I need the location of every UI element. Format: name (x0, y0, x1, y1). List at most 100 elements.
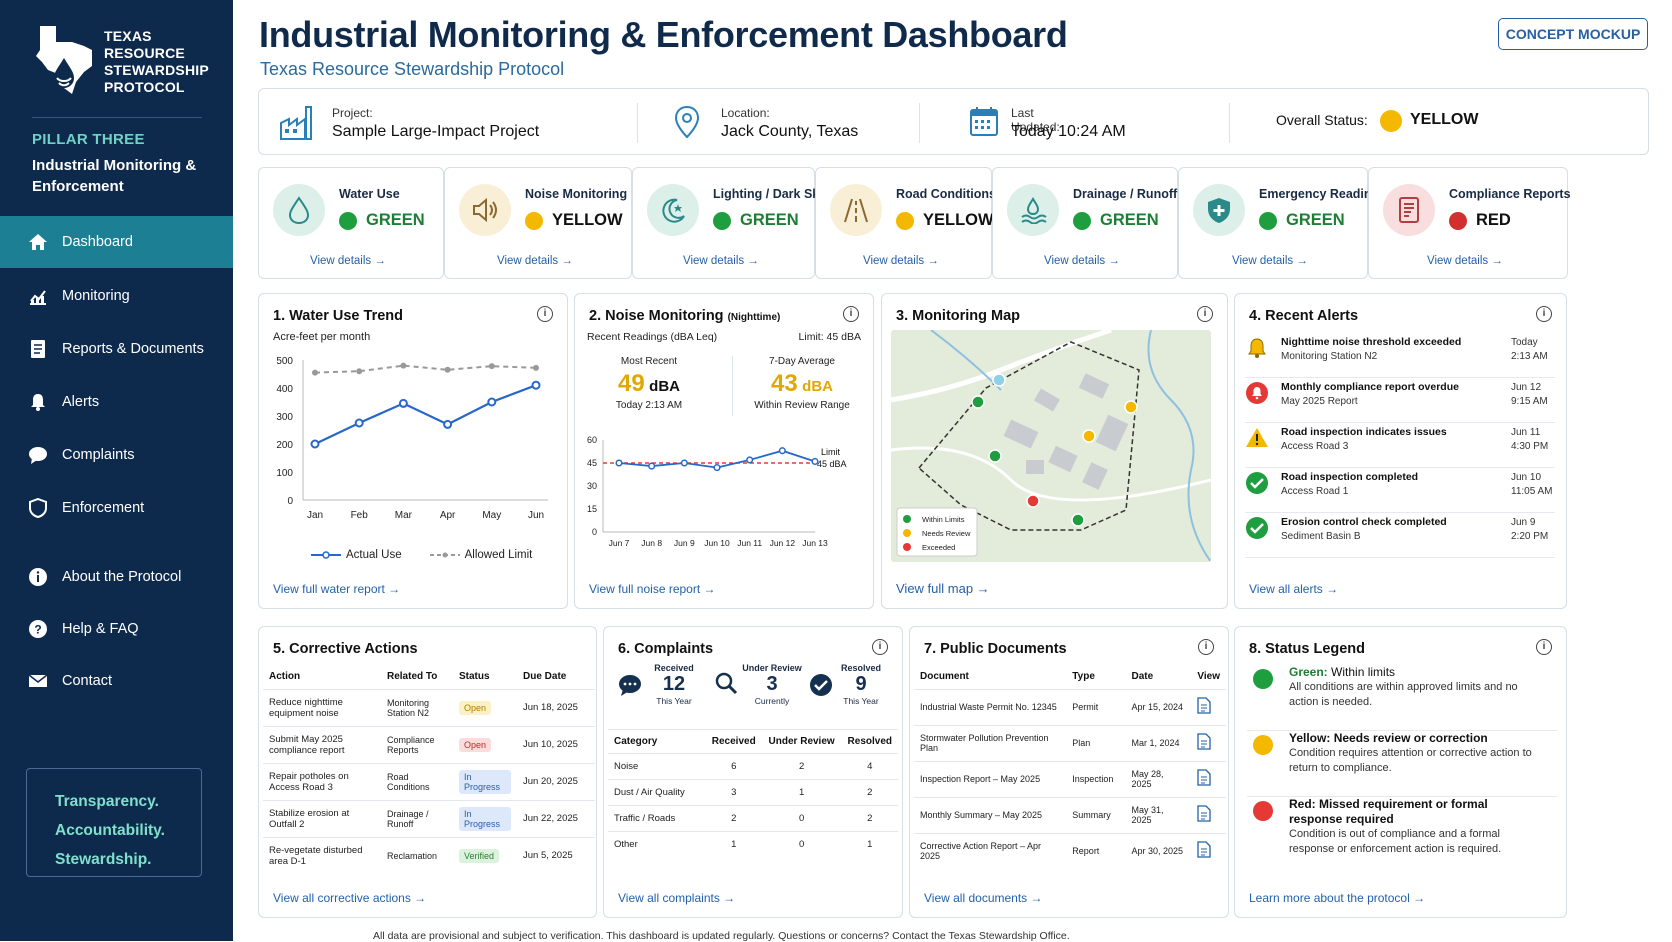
nav-alerts[interactable]: Alerts (0, 376, 233, 428)
noise-point[interactable] (615, 459, 623, 467)
status-card-compliance-reports[interactable]: Compliance Reports RED View details → (1368, 167, 1571, 279)
document-view-icon[interactable] (1197, 805, 1212, 822)
table-row[interactable]: Stabilize erosion at Outfall 2 Drainage /… (263, 799, 595, 837)
status-card-water-use[interactable]: Water Use GREEN View details → (258, 167, 444, 279)
table-row[interactable]: Inspection Report – May 2025 Inspection Ma… (914, 760, 1226, 797)
y-tick-label: 30 (587, 481, 597, 491)
status-card-noise-monitoring[interactable]: Noise Monitoring YELLOW View details → (444, 167, 632, 279)
actual-point[interactable] (398, 398, 408, 408)
noise-point[interactable] (680, 459, 688, 467)
view-document-cell[interactable] (1191, 724, 1226, 761)
legend-dot (1253, 669, 1273, 689)
view-details-link[interactable]: View details → (1232, 255, 1308, 267)
view-details-link[interactable]: View details → (863, 255, 939, 267)
nav-complaints[interactable]: Complaints (0, 429, 233, 481)
info-icon[interactable]: i (1536, 306, 1552, 322)
view-details-link[interactable]: View details → (1427, 255, 1503, 267)
x-tick-label: Jun 12 (770, 538, 796, 548)
view-noise-report-link[interactable]: View full noise report → (589, 582, 716, 596)
speaker-icon (473, 197, 497, 223)
info-icon[interactable]: i (537, 306, 553, 322)
table-row[interactable]: Monthly Summary – May 2025 Summary May 31,… (914, 796, 1226, 833)
learn-more-link[interactable]: Learn more about the protocol → (1249, 891, 1426, 905)
table-row[interactable]: Industrial Waste Permit No. 12345 Permit A… (914, 688, 1226, 725)
view-document-cell[interactable] (1191, 760, 1226, 797)
y-tick-label: 0 (592, 527, 597, 537)
alert-item[interactable]: Nighttime noise threshold exceeded Monito… (1245, 332, 1555, 378)
info-icon[interactable]: i (1536, 639, 1552, 655)
actual-point[interactable] (531, 380, 541, 390)
info-icon[interactable]: i (1197, 306, 1213, 322)
nav-dashboard[interactable]: Dashboard (0, 216, 233, 268)
view-all-alerts-link[interactable]: View all alerts → (1249, 582, 1339, 596)
view-water-report-link[interactable]: View full water report → (273, 582, 401, 596)
status-card-emergency-readiness[interactable]: Emergency Readiness GREEN View details → (1178, 167, 1392, 279)
tagline-box: Transparency. Accountability. Stewardship. (26, 768, 202, 877)
table-row[interactable]: Corrective Action Report – Apr 2025 Repor… (914, 832, 1226, 869)
info-icon[interactable]: i (843, 306, 859, 322)
info-icon[interactable]: i (872, 639, 888, 655)
actual-point[interactable] (354, 418, 364, 428)
chat-icon (619, 675, 641, 696)
view-all-actions-link[interactable]: View all corrective actions → (273, 891, 427, 905)
table-row[interactable]: Re-vegetate disturbed area D-1 Reclamatio… (263, 836, 595, 874)
nav-reports[interactable]: Reports & Documents (0, 323, 233, 375)
view-full-map-link[interactable]: View full map → (896, 581, 990, 596)
document-view-icon[interactable] (1197, 769, 1212, 786)
actual-point[interactable] (443, 419, 453, 429)
alert-item[interactable]: Erosion control check completed Sediment … (1245, 512, 1555, 558)
check-circle-icon (810, 674, 832, 696)
document-view-icon[interactable] (1197, 841, 1212, 858)
view-all-documents-link[interactable]: View all documents → (924, 891, 1043, 905)
nav-monitoring[interactable]: Monitoring (0, 270, 233, 322)
alert-item[interactable]: Monthly compliance report overdue May 202… (1245, 377, 1555, 423)
alert-item[interactable]: Road inspection completed Access Road 1 Ju… (1245, 467, 1555, 513)
nav-about[interactable]: About the Protocol (0, 551, 233, 603)
view-document-cell[interactable] (1191, 688, 1226, 725)
sidebar: TEXAS RESOURCE STEWARDSHIP PROTOCOL PILLAR … (0, 0, 233, 941)
card-title: Compliance Reports (1449, 187, 1571, 201)
nav-label: Enforcement (62, 500, 145, 516)
view-details-link[interactable]: View details → (310, 255, 386, 267)
status-card-lighting-dark-sky[interactable]: Lighting / Dark Sky GREEN View details → (632, 167, 826, 279)
alert-item[interactable]: Road inspection indicates issues Access R… (1245, 422, 1555, 468)
noise-point[interactable] (811, 457, 819, 466)
y-tick-label: 200 (276, 440, 293, 451)
nav-help[interactable]: ? Help & FAQ (0, 603, 233, 655)
actual-point[interactable] (310, 439, 320, 449)
monitoring-map[interactable] (891, 330, 1211, 562)
status-card-road-conditions[interactable]: Road Conditions YELLOW View details → (815, 167, 996, 279)
nav-label: Contact (62, 673, 112, 689)
noise-point[interactable] (713, 464, 721, 472)
y-tick-label: 500 (276, 356, 293, 367)
actual-point[interactable] (487, 397, 497, 407)
view-details-link[interactable]: View details → (683, 255, 759, 267)
status-card-drainage-runoff[interactable]: Drainage / Runoff GREEN View details → (992, 167, 1178, 279)
view-document-cell[interactable] (1191, 796, 1226, 833)
nav-contact[interactable]: Contact (0, 655, 233, 707)
document-view-icon[interactable] (1197, 733, 1212, 750)
view-all-complaints-link[interactable]: View all complaints → (618, 891, 736, 905)
status-legend-panel: 8. Status Legend i Green: Within limits A… (1234, 626, 1567, 918)
concept-mockup-badge[interactable]: CONCEPT MOCKUP (1498, 18, 1648, 50)
table-cell: 1 (841, 831, 898, 858)
noise-point[interactable] (746, 456, 754, 464)
noise-point[interactable] (648, 462, 656, 470)
logo[interactable]: TEXAS RESOURCE STEWARDSHIP PROTOCOL (32, 22, 212, 102)
view-details-link[interactable]: View details → (1044, 255, 1120, 267)
card-icon-bg (1383, 184, 1435, 236)
location-value: Jack County, Texas (721, 123, 859, 140)
table-cell: May 31, 2025 (1125, 796, 1192, 833)
alert-title: Monthly compliance report overdue (1281, 381, 1459, 393)
table-row[interactable]: Repair potholes on Access Road 3 Road Con… (263, 762, 595, 800)
view-details-link[interactable]: View details → (497, 255, 573, 267)
table-row[interactable]: Submit May 2025 compliance report Complia… (263, 725, 595, 763)
table-row[interactable]: Stormwater Pollution Prevention Plan Plan… (914, 724, 1226, 761)
document-view-icon[interactable] (1197, 697, 1212, 714)
limit-point (356, 368, 363, 375)
view-document-cell[interactable] (1191, 832, 1226, 869)
noise-point[interactable] (778, 447, 786, 455)
nav-enforcement[interactable]: Enforcement (0, 482, 233, 534)
info-icon[interactable]: i (1198, 639, 1214, 655)
table-row[interactable]: Reduce nighttime equipment noise Monitori… (263, 688, 595, 726)
